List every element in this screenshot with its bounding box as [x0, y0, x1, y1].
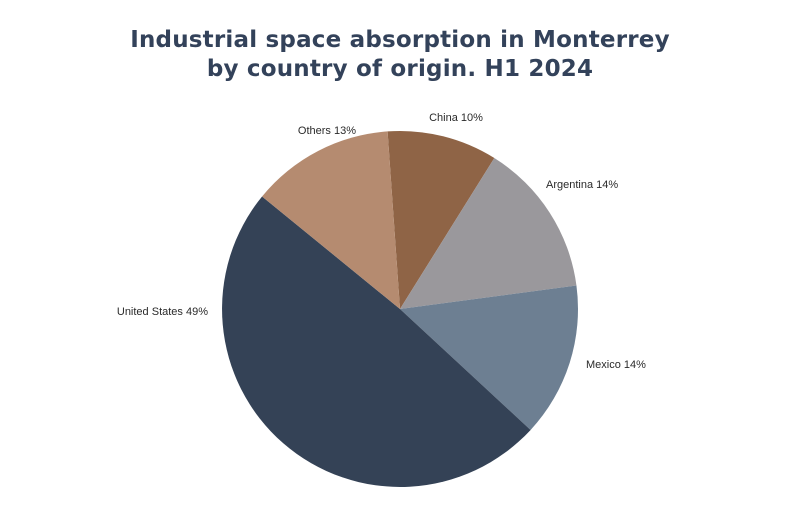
slice-label-others: Others 13% [298, 125, 356, 137]
chart-title: Industrial space absorption in Monterrey… [0, 26, 800, 84]
pie-slice-mexico [400, 285, 579, 430]
chart-title-line-2: by country of origin. H1 2024 [206, 56, 594, 82]
chart-title-line-1: Industrial space absorption in Monterrey [130, 27, 670, 53]
pie-slice-others [262, 131, 400, 309]
slice-label-united-states: United States 49% [117, 306, 208, 318]
pie-labels: China 10% Argentina 14% Mexico 14% United S… [117, 112, 646, 371]
slice-label-argentina: Argentina 14% [546, 179, 618, 191]
pie-slice-china [387, 130, 495, 309]
slice-label-china: China 10% [429, 112, 483, 124]
slice-label-mexico: Mexico 14% [586, 359, 646, 371]
pie-slice-argentina [400, 158, 577, 309]
pie-slices [222, 130, 579, 487]
pie-slice-united-states [222, 196, 531, 487]
